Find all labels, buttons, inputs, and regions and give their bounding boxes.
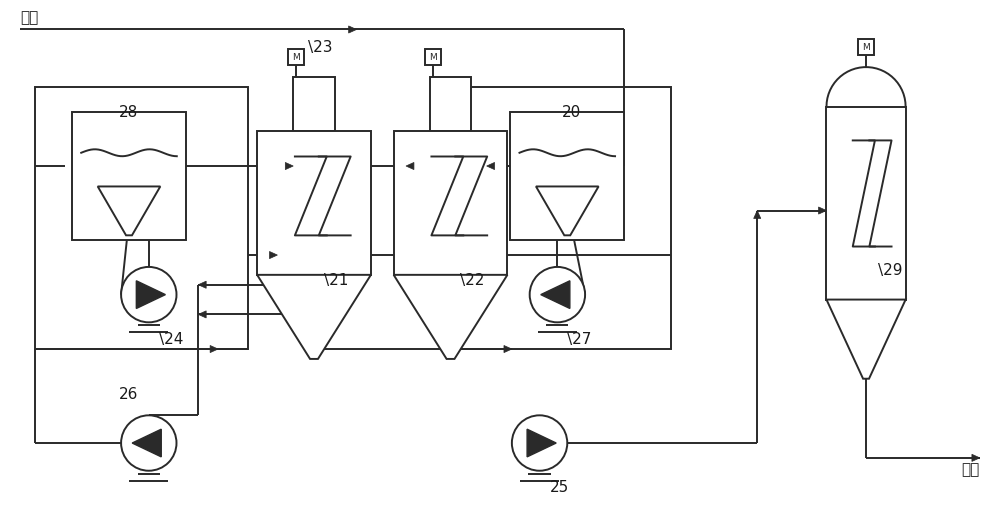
Polygon shape bbox=[198, 281, 206, 288]
Text: 25: 25 bbox=[549, 480, 569, 496]
Bar bbox=[425, 49, 441, 65]
Text: \24: \24 bbox=[159, 332, 183, 347]
Polygon shape bbox=[972, 454, 980, 461]
Bar bbox=[72, 112, 186, 240]
Circle shape bbox=[121, 415, 176, 471]
Bar bbox=[430, 77, 471, 132]
Polygon shape bbox=[269, 252, 277, 258]
Polygon shape bbox=[210, 345, 218, 353]
Text: M: M bbox=[862, 43, 870, 52]
Circle shape bbox=[121, 267, 176, 322]
Text: M: M bbox=[429, 53, 437, 62]
Bar bbox=[458, 87, 671, 349]
Polygon shape bbox=[98, 187, 160, 236]
Text: 28: 28 bbox=[119, 105, 138, 120]
Bar bbox=[510, 112, 624, 240]
Polygon shape bbox=[487, 162, 495, 170]
Bar bbox=[394, 132, 507, 275]
Bar bbox=[826, 107, 906, 300]
Text: 26: 26 bbox=[119, 386, 138, 401]
Bar bbox=[35, 87, 248, 349]
Text: \29: \29 bbox=[878, 263, 902, 278]
Text: 浆液: 浆液 bbox=[962, 462, 980, 477]
Bar bbox=[288, 49, 304, 65]
Polygon shape bbox=[285, 162, 293, 170]
Bar bbox=[858, 40, 874, 55]
Text: M: M bbox=[292, 53, 300, 62]
Circle shape bbox=[512, 415, 567, 471]
Polygon shape bbox=[349, 26, 357, 33]
Polygon shape bbox=[541, 281, 570, 308]
Text: \27: \27 bbox=[567, 332, 592, 347]
Polygon shape bbox=[819, 207, 826, 214]
Text: 溶剂: 溶剂 bbox=[20, 10, 38, 25]
Polygon shape bbox=[504, 345, 512, 353]
Polygon shape bbox=[198, 311, 206, 318]
Bar bbox=[257, 132, 371, 275]
Polygon shape bbox=[394, 275, 507, 359]
Text: 20: 20 bbox=[562, 105, 582, 120]
Polygon shape bbox=[136, 281, 165, 308]
Text: \22: \22 bbox=[460, 272, 485, 288]
Circle shape bbox=[530, 267, 585, 322]
Polygon shape bbox=[754, 211, 761, 218]
Polygon shape bbox=[257, 275, 371, 359]
Polygon shape bbox=[536, 187, 599, 236]
Bar bbox=[293, 77, 335, 132]
Polygon shape bbox=[406, 162, 414, 170]
Text: \23: \23 bbox=[308, 40, 333, 55]
Polygon shape bbox=[132, 429, 161, 457]
Polygon shape bbox=[826, 300, 906, 379]
Text: \21: \21 bbox=[324, 272, 348, 288]
Polygon shape bbox=[527, 429, 556, 457]
